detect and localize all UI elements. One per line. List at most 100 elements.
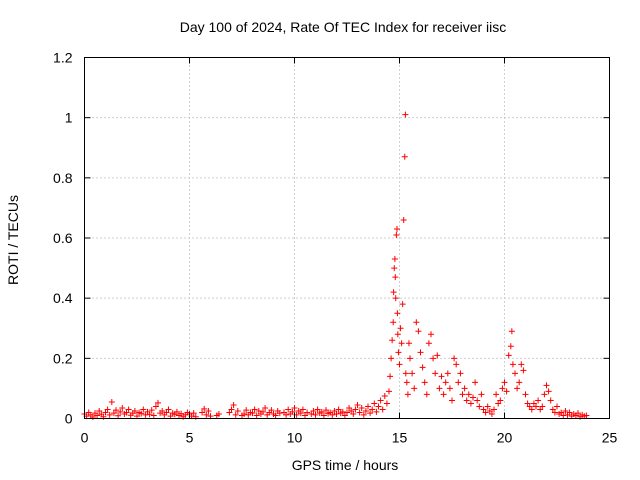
data-point <box>260 408 266 415</box>
data-point <box>421 379 428 386</box>
y-tick-label: 0.4 <box>53 290 73 306</box>
data-point <box>140 406 147 413</box>
data-point <box>499 385 506 392</box>
data-point <box>113 407 119 414</box>
data-point <box>262 404 269 411</box>
data-point <box>533 403 539 410</box>
data-point <box>312 411 319 418</box>
x-tick-label: 15 <box>392 430 408 446</box>
data-point <box>459 391 466 398</box>
data-point <box>501 379 508 386</box>
data-point <box>228 406 235 413</box>
data-point <box>543 382 550 389</box>
data-point <box>551 409 558 416</box>
data-point <box>386 388 392 395</box>
data-point <box>402 111 409 118</box>
data-point <box>199 409 206 416</box>
data-point <box>516 379 523 386</box>
data-point <box>402 370 409 377</box>
data-point <box>110 410 117 417</box>
data-point <box>150 412 157 419</box>
data-point <box>276 410 283 417</box>
plot-frame <box>84 57 610 419</box>
x-tick-label: 5 <box>186 430 194 446</box>
data-point <box>365 403 371 410</box>
data-point <box>440 391 447 398</box>
data-point <box>507 343 514 350</box>
data-point <box>430 355 437 362</box>
data-point <box>470 394 476 401</box>
data-point <box>173 408 180 415</box>
data-point <box>554 403 560 410</box>
data-point <box>190 410 197 417</box>
x-axis-label: GPS time / hours <box>292 457 399 473</box>
data-point <box>560 412 567 419</box>
data-point <box>373 408 380 415</box>
grid-lines <box>84 57 610 419</box>
data-point <box>230 401 237 408</box>
data-point <box>371 400 378 407</box>
data-point <box>283 411 290 418</box>
data-point <box>393 225 400 232</box>
data-point <box>331 407 338 414</box>
data-point <box>399 301 406 308</box>
data-point <box>243 407 250 414</box>
chart-title: Day 100 of 2024, Rate Of TEC Index for r… <box>180 19 507 35</box>
data-point <box>226 409 233 416</box>
data-point <box>558 409 565 416</box>
data-point <box>304 409 311 416</box>
data-point <box>455 379 462 386</box>
data-point <box>289 408 296 415</box>
data-points <box>81 111 590 420</box>
data-point <box>323 407 329 414</box>
data-point <box>104 406 111 413</box>
data-point <box>314 406 321 413</box>
data-point <box>96 407 103 414</box>
data-point <box>215 410 222 417</box>
y-tick-label: 1 <box>65 110 73 126</box>
data-point <box>241 410 248 417</box>
data-point <box>547 397 554 404</box>
data-point <box>108 398 115 405</box>
data-point <box>178 410 185 417</box>
data-point <box>369 406 376 413</box>
data-point <box>396 361 403 368</box>
data-point <box>388 355 395 362</box>
data-point <box>299 406 306 413</box>
data-point <box>461 385 468 392</box>
data-point <box>205 407 212 414</box>
data-point <box>159 407 166 414</box>
data-point <box>484 403 491 410</box>
data-point <box>391 265 398 272</box>
data-point <box>545 388 552 395</box>
data-point <box>463 397 470 404</box>
data-point <box>94 412 101 419</box>
data-point <box>389 337 396 344</box>
data-point <box>417 349 424 356</box>
data-point <box>102 409 109 416</box>
y-tick-labels: 0 0.2 0.4 0.6 0.8 1 1.2 <box>53 50 73 427</box>
data-point <box>562 407 569 414</box>
data-point <box>495 400 502 407</box>
data-point <box>520 367 527 374</box>
data-point <box>201 405 208 412</box>
data-point <box>465 391 472 398</box>
data-point <box>163 409 170 416</box>
data-point <box>390 319 397 326</box>
data-point <box>354 401 361 408</box>
data-point <box>453 361 460 368</box>
data-point <box>375 403 382 410</box>
data-point <box>457 370 464 377</box>
data-point <box>566 409 573 416</box>
data-point <box>449 397 455 404</box>
y-tick-label: 1.2 <box>53 50 73 66</box>
data-point <box>482 409 489 416</box>
data-point <box>446 385 453 392</box>
data-point <box>539 403 546 410</box>
data-point <box>335 406 342 413</box>
data-point <box>291 404 298 411</box>
data-point <box>285 406 292 413</box>
data-point <box>413 319 420 326</box>
data-point <box>583 412 590 419</box>
